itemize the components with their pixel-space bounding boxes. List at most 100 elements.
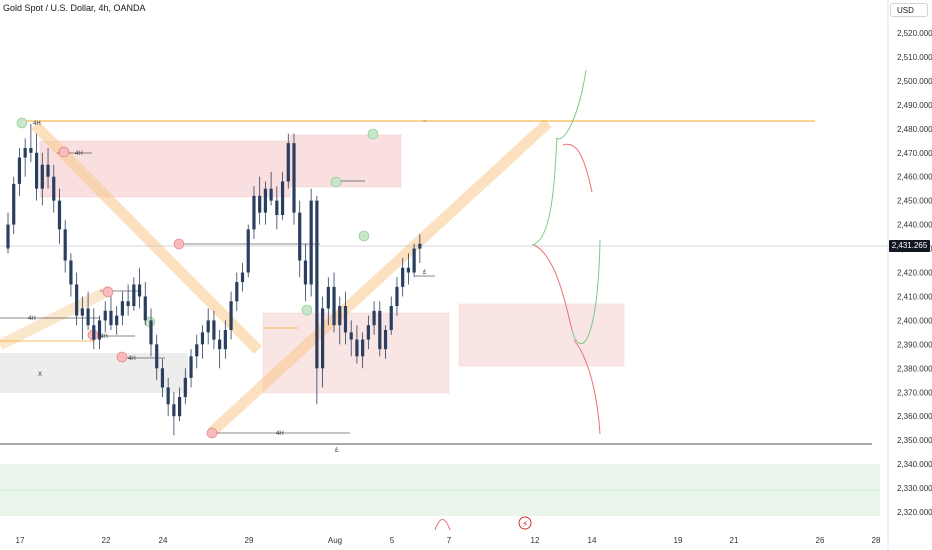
candle-body — [406, 267, 410, 273]
candle-body — [178, 397, 182, 417]
candle-body — [80, 308, 84, 316]
price-tick-label: 2,480.000 — [897, 125, 932, 134]
candle-body — [321, 308, 325, 369]
candle-body — [12, 183, 16, 225]
last-price-tag: 2,431.265 — [889, 240, 930, 252]
marker-red-a — [58, 146, 70, 158]
arrow-red-mid — [533, 244, 573, 331]
candle-body — [97, 320, 102, 340]
marker-red-f — [206, 427, 218, 439]
candles — [6, 124, 422, 436]
time-tick-label: 5 — [390, 536, 395, 545]
candle-body — [280, 181, 285, 216]
arrow-red-down-top — [562, 143, 593, 193]
candle-body — [35, 152, 39, 189]
candle-body — [29, 147, 33, 153]
time-tick-label: 24 — [159, 536, 168, 545]
candle-body — [332, 286, 336, 326]
time-tick-label: Aug — [328, 536, 342, 545]
candle-body — [338, 306, 342, 326]
price-tick-label: 2,360.000 — [897, 412, 932, 421]
candle-body — [286, 143, 290, 182]
arrow-red-bottom-arc — [434, 519, 451, 531]
candle-body — [149, 320, 153, 345]
candle-body — [17, 157, 22, 184]
chart-annotation-label: ~ — [423, 119, 427, 125]
candle-body — [372, 310, 376, 326]
candle-body — [46, 164, 50, 177]
arrow-red-low — [573, 339, 601, 435]
candle-body — [57, 200, 62, 230]
candle-body — [103, 310, 107, 321]
price-axis[interactable]: 2,520.000 2,510.000 2,500.000 2,490.000 2,48… — [887, 0, 932, 550]
chart-annotation-label: 4H — [276, 431, 284, 437]
candle-body — [160, 368, 165, 388]
time-tick-label: 29 — [245, 536, 254, 545]
candle-body — [166, 387, 170, 405]
candle-body — [383, 329, 388, 350]
time-tick-label: 12 — [531, 536, 540, 545]
zone-gray-left — [0, 353, 188, 393]
candle-body — [246, 229, 250, 273]
candle-body — [195, 344, 199, 357]
chart-annotation-label: 4H — [75, 151, 83, 157]
candle-body — [303, 260, 308, 285]
price-tick-label: 2,520.000 — [897, 29, 932, 38]
candle-body — [143, 296, 147, 321]
candle-body — [69, 260, 73, 285]
candle-body — [212, 320, 216, 340]
zone-red-right — [458, 303, 625, 367]
chart-annotation-label: £ — [423, 270, 427, 276]
candle-body — [155, 344, 159, 369]
time-tick-label: 28 — [872, 536, 881, 545]
time-axis[interactable]: 17 22 24 29 Aug 5 7 12 14 19 21 26 28 — [16, 536, 881, 545]
candle-body — [52, 176, 56, 201]
candle-body — [132, 284, 136, 307]
candle-body — [418, 243, 422, 249]
price-tick-label: 2,450.000 — [897, 197, 932, 206]
candle-body — [120, 301, 124, 316]
candle-body — [75, 284, 79, 316]
candle-body — [63, 229, 67, 261]
candle-body — [401, 267, 405, 287]
marker-red-e — [173, 238, 185, 250]
candle-body — [200, 332, 205, 345]
candle-body — [235, 282, 239, 302]
currency-button[interactable]: USD — [890, 3, 928, 17]
chart-annotation-label: £ — [335, 448, 339, 454]
time-tick-label: 22 — [102, 536, 111, 545]
candle-body — [412, 248, 416, 273]
chart-annotation-label: 4H — [28, 316, 36, 322]
time-tick-label: 7 — [447, 536, 452, 545]
candle-body — [183, 377, 187, 398]
candle-body — [126, 301, 130, 307]
candle-body — [366, 325, 370, 340]
candle-body — [206, 320, 210, 333]
price-tick-label: 2,410.000 — [897, 292, 932, 301]
candle-body — [349, 332, 353, 340]
marker-red-d — [116, 351, 128, 363]
time-tick-label: 19 — [674, 536, 683, 545]
orange-band-up — [208, 118, 552, 437]
chart-annotation-label: 4H — [128, 356, 136, 362]
candle-body — [115, 315, 119, 326]
time-tick-label: 21 — [730, 536, 739, 545]
orange-band-down — [31, 121, 262, 354]
price-tick-label: 2,330.000 — [897, 484, 932, 493]
flash-icon[interactable] — [518, 516, 532, 530]
candle-body — [189, 356, 193, 378]
candle-body — [23, 147, 27, 158]
arrow-green-mid — [571, 239, 601, 345]
labels: 4H 4H 4H 4H 4H 4H X £ £ ~ — [28, 119, 427, 454]
price-tick-label: 2,380.000 — [897, 364, 932, 373]
arrow-green-up-top — [555, 69, 587, 140]
time-tick-label: 26 — [816, 536, 825, 545]
price-tick-label: 2,350.000 — [897, 436, 932, 445]
candle-body — [355, 339, 359, 357]
candle-body — [109, 310, 113, 326]
candle-body — [86, 308, 90, 326]
price-tick-label: 2,420.000 — [897, 269, 932, 278]
candle-body — [229, 301, 233, 330]
price-tick-label: 2,440.000 — [897, 221, 932, 230]
